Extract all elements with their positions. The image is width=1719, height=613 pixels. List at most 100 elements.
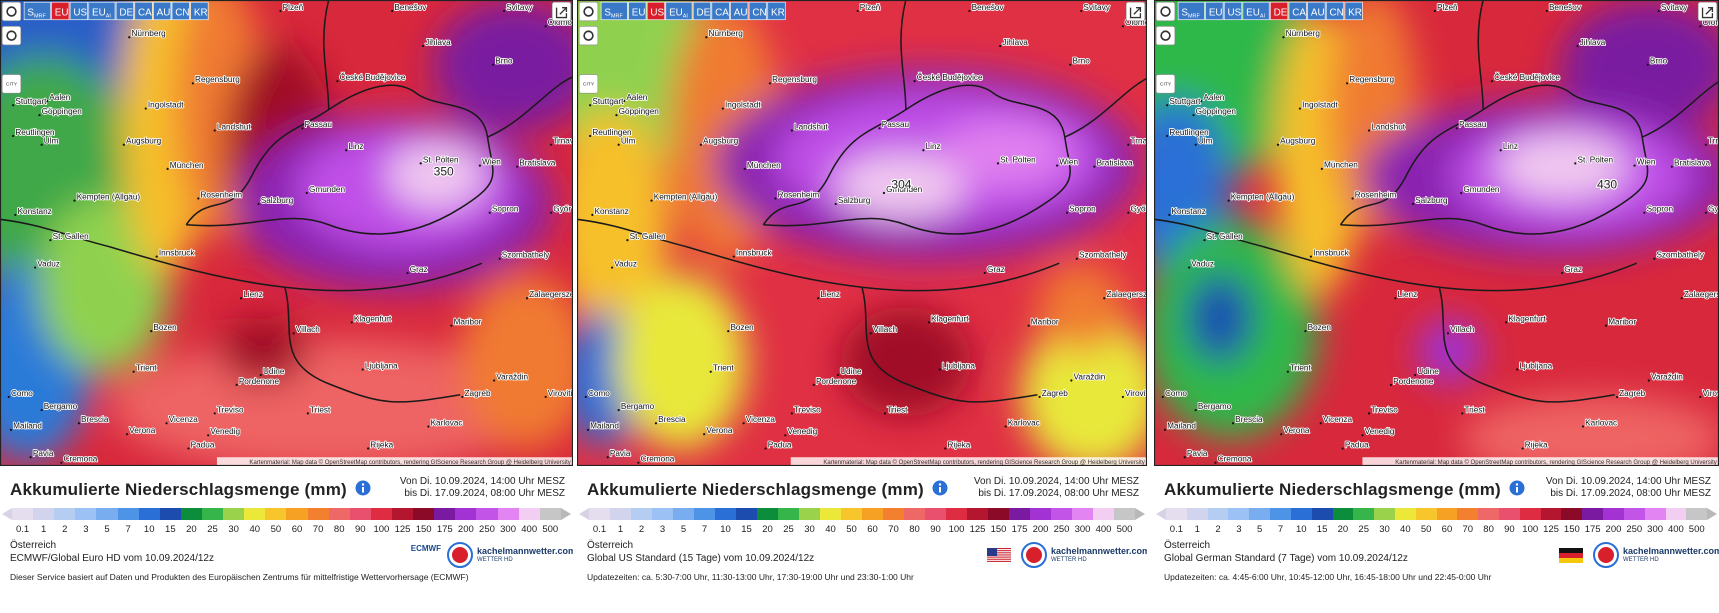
info-icon[interactable] [355,480,371,496]
legend-color [117,508,139,520]
model-tab[interactable]: SMRF [23,1,51,21]
model-tab[interactable]: SMRF [600,1,628,21]
city-label: Varaždin [1074,372,1106,381]
model-tab[interactable]: EU [1205,1,1224,21]
legend-color [967,508,988,520]
city-dot [419,162,422,165]
city-dot [1604,324,1608,327]
city-label: Ingolstadt [725,100,761,109]
city-label: Como [11,389,33,398]
button-background [1155,74,1176,94]
city-button[interactable]: CITY [578,74,599,94]
refresh-button[interactable] [578,1,599,22]
model-tab[interactable]: AU [1307,1,1326,21]
location-button[interactable] [578,26,599,46]
legend-color [799,508,820,520]
brand-inner [452,547,468,563]
city-label: Brescia [1235,415,1263,424]
city-dot [1646,63,1649,66]
legend-color [1114,508,1135,520]
legend-label: 1 [617,524,624,535]
city-label: Pavia [1187,449,1208,458]
country-border [861,287,1038,403]
model-tab[interactable]: US [646,1,666,21]
model-tab[interactable]: EUAI [665,1,693,21]
model-tab[interactable]: KR [767,1,786,21]
city-dot [1561,271,1564,275]
city-label: Augsburg [703,137,739,146]
share-button[interactable] [1697,1,1718,22]
model-tab[interactable]: KR [1344,1,1363,21]
location-button[interactable] [1155,26,1176,46]
share-button[interactable] [1125,1,1146,22]
city-label: Jihlava [425,38,451,47]
city-button[interactable]: CITY [1155,74,1176,94]
share-button[interactable] [551,1,572,22]
location-button[interactable] [1,26,22,46]
model-tab[interactable]: US [1223,1,1243,21]
tab-background [1205,1,1224,21]
model-tab[interactable]: KR [190,1,209,21]
model-tab[interactable]: CN [1325,1,1345,21]
model-tab[interactable]: CN [748,1,767,21]
region-label: Österreich [10,540,57,551]
legend-color [201,508,224,520]
city-dot [1461,412,1464,415]
model-tab[interactable]: EU [628,1,647,21]
city-dot [125,433,129,436]
legend-label: 90 [355,524,366,535]
info-icon[interactable] [1509,480,1525,496]
model-tab[interactable]: DE [115,1,134,21]
city-dot [77,422,80,425]
model-tab[interactable]: DE [692,1,712,21]
city-dot [60,461,63,464]
city-label: Triest [887,405,908,414]
city-label: Virovitica [1125,389,1147,398]
legend-label: 50 [270,524,282,535]
city-label: Stuttgart [15,97,47,106]
model-tab[interactable]: CA [711,1,730,21]
model-tab[interactable]: US [69,1,88,21]
model-tab[interactable]: CA [134,1,153,21]
tab-background [1344,1,1363,21]
model-tab[interactable]: SMRF [1177,1,1205,21]
city-label: Svitavy [1661,3,1688,12]
precipitation-area [615,274,747,450]
legend-color [841,508,862,520]
model-tab[interactable]: AU [153,1,172,21]
brand-subtitle: WETTER HD [1623,557,1659,563]
brand-inner [1598,547,1614,563]
info-icon[interactable] [932,480,948,496]
refresh-button[interactable] [1,1,22,22]
precipitation-area [840,307,972,417]
model-tab[interactable]: CN [171,1,190,21]
legend-color [497,508,519,520]
tab-text: US [650,7,664,18]
attribution-background [216,457,573,466]
city-label: Udine [263,367,285,376]
model-tab[interactable]: EUAI [88,1,116,21]
model-tab[interactable]: CA [1288,1,1307,21]
model-tab[interactable]: AU [730,1,749,21]
city-dot [703,433,706,436]
city-label: Landshut [217,122,252,131]
model-tab[interactable]: EU [51,1,70,21]
city-dot [610,266,614,269]
legend-label: 7 [125,524,131,535]
model-tab[interactable]: DE [1269,1,1289,21]
map-panel: Nürnberg Plzeň Benešov Svitavy Olomouc Jihlav… [577,0,1147,613]
model-tab[interactable]: EUAI [1242,1,1270,21]
date-to: bis Di. 17.09.2024, 08:00 Uhr MESZ [1550,488,1711,499]
city-label: Graz [1564,265,1582,274]
city-label: Karlovac [1008,418,1040,427]
city-dot [623,99,626,102]
tab-background [646,1,666,21]
city-dot [1286,370,1289,373]
city-button[interactable]: CITY [1,74,22,94]
button-background [578,74,599,94]
city-dot [1183,456,1186,459]
city-label: Stuttgart [592,97,624,106]
city-label: Ulm [1198,137,1213,146]
legend-color [1519,508,1541,520]
refresh-button[interactable] [1155,1,1176,22]
